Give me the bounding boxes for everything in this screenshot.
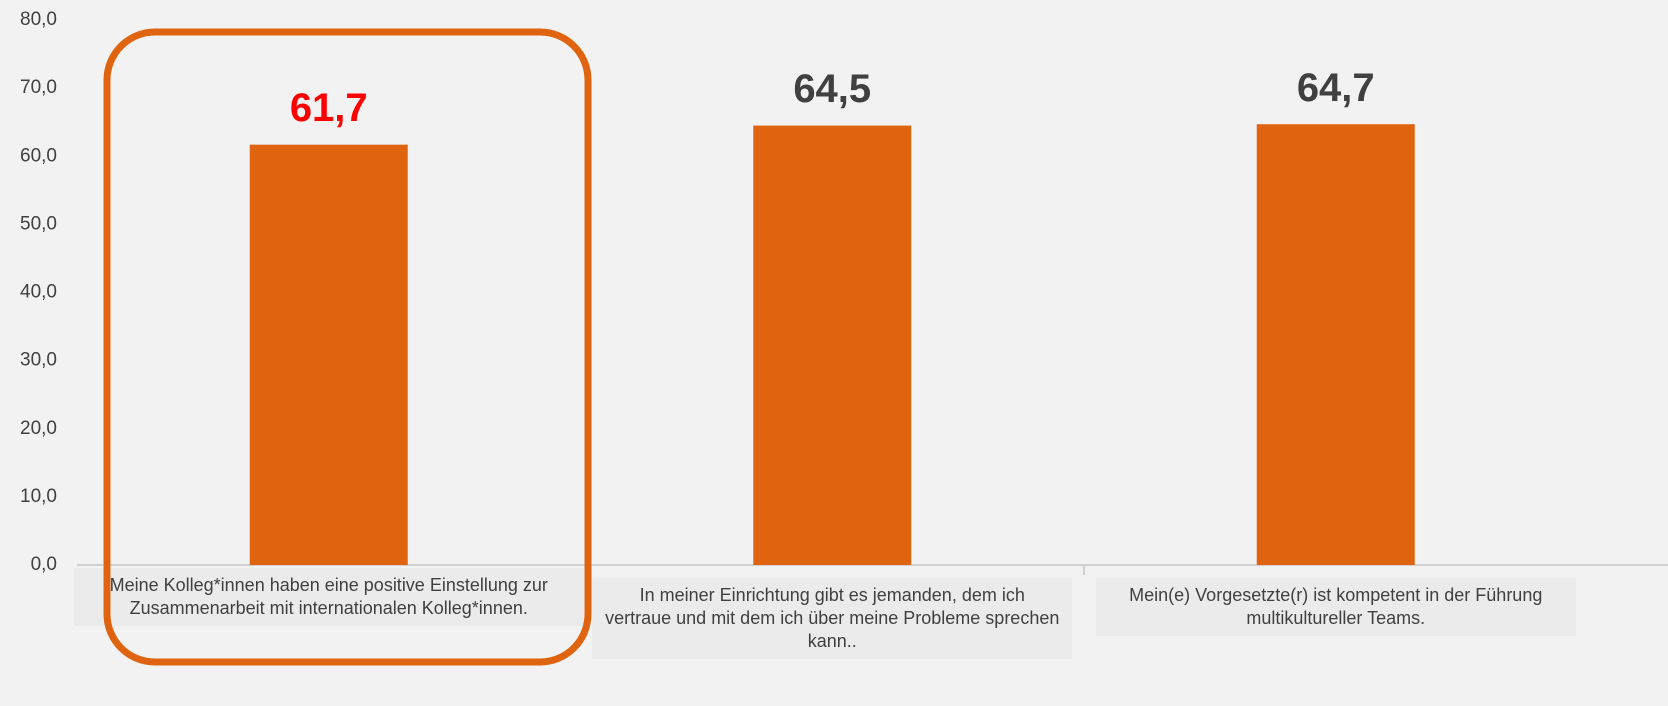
y-tick-label: 80,0	[20, 9, 57, 30]
value-label: 61,7	[290, 86, 368, 130]
x-tick-label: In meiner Einrichtung gibt es jemanden, …	[592, 578, 1073, 659]
value-label: 64,7	[1297, 66, 1375, 110]
x-tick-label: Mein(e) Vorgesetzte(r) ist kompetent in …	[1095, 578, 1576, 636]
y-tick-label: 0,0	[31, 554, 57, 575]
y-tick-label: 70,0	[20, 77, 57, 98]
x-tick-label: Meine Kolleg*innen haben eine positive E…	[73, 568, 584, 626]
y-tick-label: 60,0	[20, 145, 57, 166]
bar	[1256, 124, 1415, 565]
y-tick-label: 10,0	[20, 486, 57, 507]
y-tick-label: 40,0	[20, 282, 57, 303]
value-label: 64,5	[793, 67, 871, 111]
bar	[249, 144, 408, 565]
y-tick-label: 30,0	[20, 350, 57, 371]
y-tick-label: 50,0	[20, 213, 57, 234]
y-tick-label: 20,0	[20, 418, 57, 439]
bar	[753, 125, 912, 565]
